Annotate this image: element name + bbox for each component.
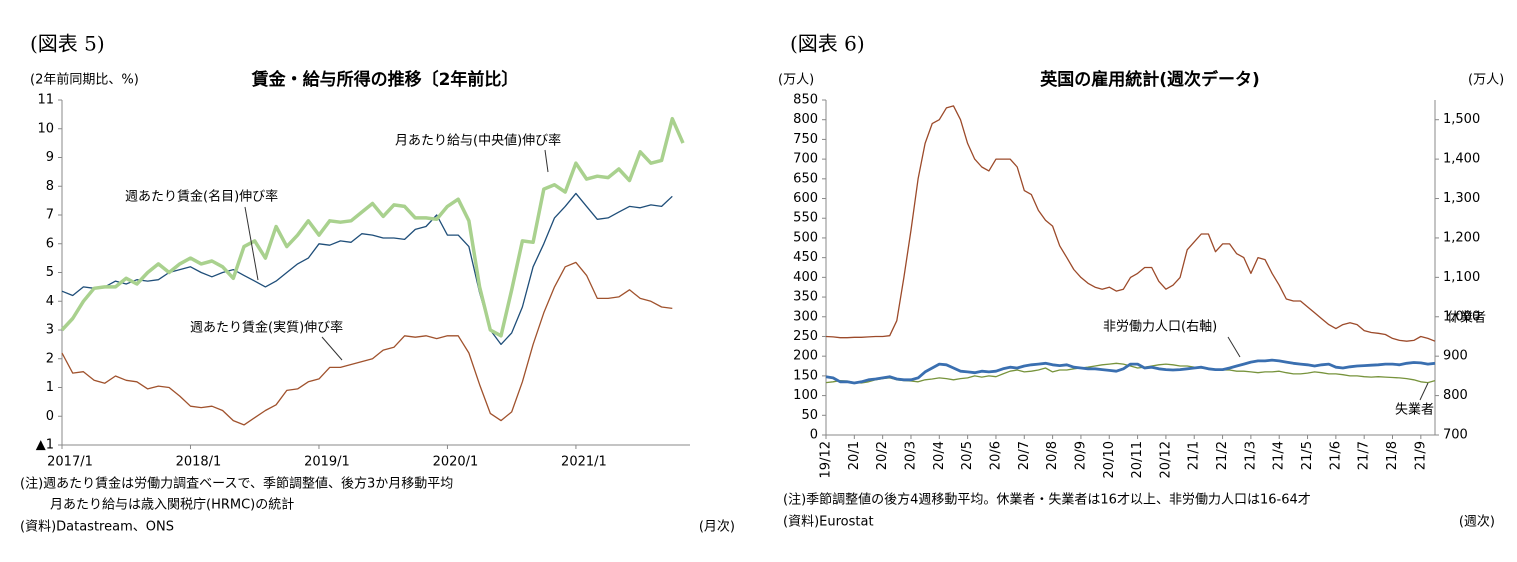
x-tick-label: 20/8	[1045, 441, 1060, 470]
x-tick-label: 20/12	[1158, 441, 1173, 478]
y-tick-label: 200	[793, 349, 818, 364]
y-tick-label: 150	[793, 368, 818, 383]
chart-title: 英国の雇用統計(週次データ)	[1040, 69, 1260, 90]
figure-label: (図表 6)	[790, 32, 865, 56]
series-annotation: 休業者	[1447, 310, 1486, 326]
x-tick-label: 20/9	[1073, 441, 1088, 470]
x-tick-label: 21/7	[1357, 441, 1372, 470]
y-tick-label: 10	[37, 121, 54, 136]
y-tick-label: 5	[46, 265, 54, 280]
note: (注)週あたり賃金は労働力調査ベースで、季節調整値、後方3か月移動平均	[20, 476, 453, 492]
y-tick-label: 600	[793, 191, 818, 206]
y-tick-label: 0	[46, 409, 54, 424]
y-tick-label: 650	[793, 171, 818, 186]
y2-tick-label: 1,100	[1443, 270, 1480, 285]
note: (注)季節調整値の後方4週移動平均。休業者・失業者は16才以上、非労働力人口は1…	[783, 492, 1311, 508]
x-tick-label: 21/6	[1328, 441, 1343, 470]
y2-tick-label: 700	[1443, 428, 1468, 443]
series-line	[825, 105, 1436, 342]
figure-label: (図表 5)	[30, 32, 105, 56]
x-tick-label: 20/4	[932, 441, 947, 470]
x-tick-label: 20/7	[1017, 441, 1032, 470]
y-tick-label: 700	[793, 152, 818, 167]
y-tick-label: 850	[793, 93, 818, 108]
y-tick-label: 750	[793, 132, 818, 147]
x-tick-label: 20/1	[847, 441, 862, 470]
series-annotation: 週あたり賃金(名目)伸び率	[125, 189, 278, 205]
x-tick-label: 19/12	[819, 441, 834, 478]
y2-tick-label: 1,500	[1443, 112, 1480, 127]
y-tick-label: 4	[46, 294, 54, 309]
y-tick-label: 800	[793, 112, 818, 127]
source: (資料)Datastream、ONS	[20, 520, 174, 535]
x-tick-label: 20/5	[960, 441, 975, 470]
x-tick-label: 21/8	[1385, 441, 1400, 470]
x-tick-label: 21/2	[1215, 441, 1230, 470]
y-tick-label: 11	[37, 93, 54, 108]
x-tick-label: 21/1	[1187, 441, 1202, 470]
y2-tick-label: 800	[1443, 388, 1468, 403]
series-line	[61, 261, 673, 426]
x-tick-label: 2019/1	[304, 455, 350, 470]
series-line	[825, 358, 1436, 385]
y-axis-label: (2年前同期比、%)	[30, 72, 139, 88]
y-tick-label: 9	[46, 150, 54, 165]
y-tick-label: 6	[46, 236, 54, 251]
y-tick-label: 350	[793, 290, 818, 305]
x-tick-label: 2017/1	[47, 455, 93, 470]
y2-axis-label: (万人)	[1468, 73, 1504, 88]
x-tick-label: 20/11	[1130, 441, 1145, 478]
series-line	[61, 192, 673, 346]
x-unit: (月次)	[699, 519, 735, 535]
y-tick-label: 3	[46, 323, 54, 338]
annotation-arrow	[1419, 382, 1429, 401]
series-line	[60, 116, 685, 338]
x-unit: (週次)	[1459, 514, 1495, 530]
y2-tick-label: 900	[1443, 349, 1468, 364]
series-annotation: 週あたり賃金(実質)伸び率	[190, 320, 343, 336]
y-tick-label: 250	[793, 329, 818, 344]
annotation-arrow	[544, 149, 549, 173]
x-tick-label: 20/3	[903, 441, 918, 470]
x-tick-label: 21/3	[1243, 441, 1258, 470]
y-tick-label: 550	[793, 211, 818, 226]
series-annotation: 非労働力人口(右軸)	[1103, 320, 1217, 335]
x-tick-label: 2018/1	[176, 455, 222, 470]
y2-tick-label: 1,300	[1443, 191, 1480, 206]
y-tick-label: 2	[46, 351, 54, 366]
x-tick-label: 20/2	[875, 441, 890, 470]
x-tick-label: 2021/1	[561, 455, 607, 470]
y-axis-label: (万人)	[778, 73, 814, 88]
y2-tick-label: 1,200	[1443, 230, 1480, 245]
y2-tick-label: 1,400	[1443, 152, 1480, 167]
x-tick-label: 21/4	[1272, 441, 1287, 470]
series-annotation: 月あたり給与(中央値)伸び率	[395, 133, 561, 149]
x-tick-label: 20/10	[1102, 441, 1117, 478]
y-tick-label: 8	[46, 179, 54, 194]
series-line	[825, 362, 1436, 384]
y2-tick-label: 1,000	[1443, 309, 1480, 324]
x-tick-label: 21/5	[1300, 441, 1315, 470]
y-tick-label: 50	[801, 408, 818, 423]
y-tick-label: ▲1	[36, 438, 54, 453]
chart-title: 賃金・給与所得の推移〔2年前比〕	[251, 69, 519, 90]
annotation-arrow	[1227, 336, 1241, 358]
source: (資料)Eurostat	[783, 515, 874, 530]
x-tick-label: 20/6	[988, 441, 1003, 470]
y-tick-label: 450	[793, 250, 818, 265]
y-tick-label: 0	[810, 428, 818, 443]
y-tick-label: 500	[793, 230, 818, 245]
annotation-arrow	[321, 336, 343, 361]
annotation-arrow	[244, 206, 259, 281]
note: 月あたり給与は歳入関税庁(HRMC)の統計	[50, 497, 294, 513]
y-tick-label: 300	[793, 309, 818, 324]
x-tick-label: 2020/1	[433, 455, 479, 470]
y-tick-label: 7	[46, 208, 54, 223]
series-annotation: 失業者	[1395, 402, 1434, 418]
x-tick-label: 21/9	[1413, 441, 1428, 470]
y-tick-label: 1	[46, 380, 54, 395]
y-tick-label: 100	[793, 388, 818, 403]
y-tick-label: 400	[793, 270, 818, 285]
